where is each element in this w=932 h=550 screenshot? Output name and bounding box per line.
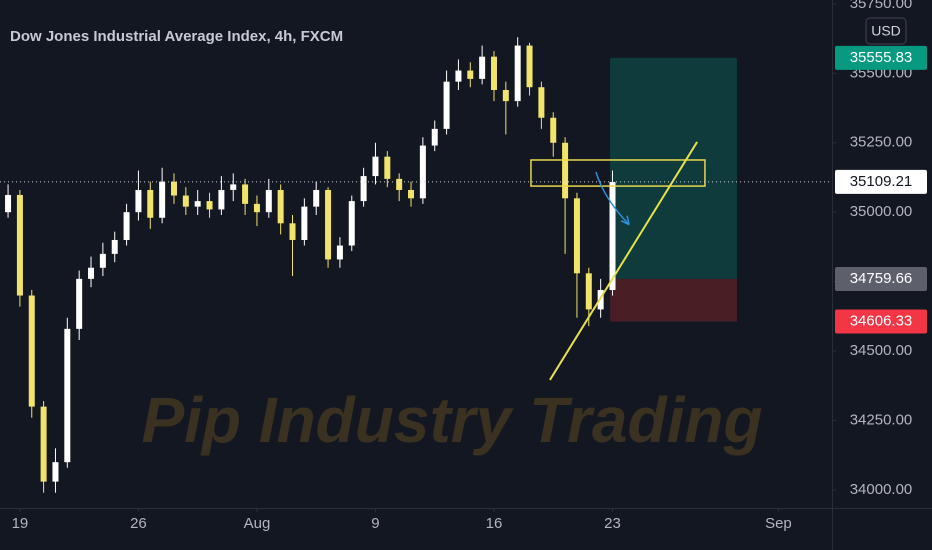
watermark: Pip Industry Trading xyxy=(141,384,762,456)
candle-body xyxy=(230,184,237,190)
price-label: 35109.21 xyxy=(850,173,913,190)
x-tick-label: Sep xyxy=(765,515,792,532)
candle-body xyxy=(360,176,367,202)
candle-body xyxy=(28,295,35,407)
currency-box xyxy=(865,17,907,45)
candle-body xyxy=(396,178,403,190)
currency: USD xyxy=(871,23,901,39)
price-label-box xyxy=(835,45,927,70)
candle-body xyxy=(194,201,201,207)
candle-body xyxy=(16,194,23,296)
candle-body xyxy=(218,189,225,210)
price-label-box xyxy=(835,309,927,334)
x-tick-label: 23 xyxy=(604,515,621,532)
y-tick-label: 35750.00 xyxy=(850,0,913,12)
candle-body xyxy=(64,328,71,463)
candle-body xyxy=(76,278,83,329)
candle-body xyxy=(88,267,95,279)
candle-body xyxy=(585,273,592,310)
candle-body xyxy=(253,203,260,213)
zone xyxy=(530,159,706,187)
candle-body xyxy=(573,198,580,274)
candle-body xyxy=(265,189,272,213)
candle-body xyxy=(490,56,497,90)
candle-body xyxy=(5,194,12,213)
x-tick-label: 19 xyxy=(12,515,29,532)
candle-body xyxy=(111,239,118,254)
candle-body xyxy=(147,189,154,218)
candle-body xyxy=(336,245,343,260)
candle-body xyxy=(135,189,142,213)
candle-body xyxy=(372,156,379,177)
chart-title: Dow Jones Industrial Average Index, 4h, … xyxy=(10,28,343,45)
candle-body xyxy=(514,45,521,102)
candle-body xyxy=(502,89,509,102)
candle-body xyxy=(289,223,296,240)
candle-body xyxy=(182,195,189,207)
target-area xyxy=(610,57,737,279)
candle-body xyxy=(538,87,545,118)
x-tick-label: 9 xyxy=(371,515,379,532)
stop-area xyxy=(610,278,737,322)
candle-body xyxy=(242,184,249,204)
candle-body xyxy=(99,253,106,268)
candle-body xyxy=(467,70,474,79)
candle-body xyxy=(123,212,130,240)
candle-body xyxy=(431,128,438,146)
y-tick-label: 35250.00 xyxy=(850,134,913,151)
candle-body xyxy=(348,201,355,246)
price-label: 34606.33 xyxy=(850,313,913,330)
candle-body xyxy=(479,56,486,79)
candle-body xyxy=(419,145,426,199)
price-label: 35555.83 xyxy=(850,49,913,66)
candle-body xyxy=(52,462,59,482)
candle-body xyxy=(443,81,450,129)
arrow xyxy=(595,171,630,226)
candle-body xyxy=(206,201,213,210)
x-tick-label: 16 xyxy=(486,515,503,532)
candle-body xyxy=(562,142,569,199)
candle-body xyxy=(313,189,320,207)
candle-body xyxy=(526,45,533,88)
candle-body xyxy=(40,406,47,482)
candle-body xyxy=(408,189,415,199)
candle-body xyxy=(159,181,166,218)
price-label: 34759.66 xyxy=(850,270,913,287)
candle-body xyxy=(609,181,616,290)
x-tick-label: Aug xyxy=(244,515,271,532)
candle-body xyxy=(455,70,462,82)
y-tick-label: 34000.00 xyxy=(850,481,913,498)
y-tick-label: 34500.00 xyxy=(850,342,913,359)
candle-body xyxy=(384,156,391,179)
candle-body xyxy=(301,206,308,240)
price-label-box xyxy=(835,266,927,291)
y-tick-label: 35000.00 xyxy=(850,203,913,220)
x-tick-label: 26 xyxy=(130,515,147,532)
candle-body xyxy=(277,189,284,224)
candle-body xyxy=(550,117,557,143)
candle-body xyxy=(325,189,332,260)
y-tick-label: 34250.00 xyxy=(850,411,913,428)
price-label-box xyxy=(835,169,927,194)
candle-body xyxy=(170,181,177,196)
